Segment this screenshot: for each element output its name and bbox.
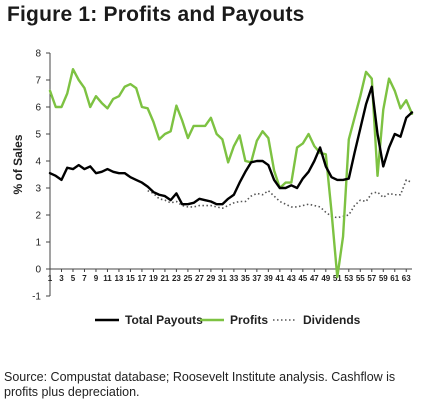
series-line-profits	[48, 68, 414, 279]
x-tick-label: 17	[137, 274, 146, 283]
x-tick-label: 7	[82, 274, 87, 283]
y-tick-label: 3	[35, 184, 41, 195]
series-line-dividends	[147, 179, 413, 219]
x-tick-label: 63	[402, 274, 411, 283]
series-line-total-payouts	[48, 85, 414, 206]
x-tick-label: 41	[275, 274, 284, 283]
y-tick-label: 0	[35, 265, 41, 276]
x-tick-label: 39	[264, 274, 273, 283]
legend: Total Payouts Profits Dividends	[95, 313, 361, 327]
y-tick-label: 8	[35, 49, 41, 60]
x-tick-label: 51	[333, 274, 342, 283]
legend-label: Profits	[230, 313, 268, 327]
x-tick-label: 47	[310, 274, 319, 283]
x-tick-label: 13	[114, 274, 123, 283]
x-tick-label: 61	[390, 274, 399, 283]
x-tick-label: 1	[48, 274, 53, 283]
y-tick-label: -1	[32, 292, 41, 303]
x-tick-label: 45	[298, 274, 307, 283]
y-tick-label: 5	[35, 130, 41, 141]
x-tick-label: 35	[241, 274, 250, 283]
x-tick-label: 23	[172, 274, 181, 283]
x-axis: 1 3 5 7 9 11 13 15 17 19 21 23 25 27 29 31 33 35 37 39 41 43 4…	[48, 268, 412, 283]
x-tick-label: 43	[287, 274, 296, 283]
legend-label: Total Payouts	[125, 313, 203, 327]
x-tick-label: 53	[344, 274, 353, 283]
x-tick-label: 57	[367, 274, 376, 283]
y-tick-label: 7	[35, 76, 41, 87]
x-tick-label: 3	[59, 274, 64, 283]
y-axis-label: % of Sales	[11, 134, 25, 194]
y-tick-label: 6	[35, 103, 41, 114]
legend-label: Dividends	[303, 313, 361, 327]
x-tick-label: 55	[356, 274, 365, 283]
x-tick-label: 9	[94, 274, 99, 283]
y-tick-label: 1	[35, 238, 41, 249]
x-tick-label: 15	[126, 274, 135, 283]
x-tick-label: 37	[252, 274, 261, 283]
x-tick-label: 31	[218, 274, 227, 283]
source-note: Source: Compustat database; Roosevelt In…	[4, 370, 396, 399]
x-tick-label: 5	[71, 274, 76, 283]
x-tick-label: 49	[321, 274, 330, 283]
x-tick-label: 25	[183, 274, 192, 283]
x-tick-label: 27	[195, 274, 204, 283]
series-lines	[48, 68, 414, 279]
x-tick-label: 11	[103, 274, 112, 283]
x-tick-label: 59	[379, 274, 388, 283]
x-tick-label: 19	[149, 274, 158, 283]
y-tick-label: 4	[35, 157, 41, 168]
chart-title: Figure 1: Profits and Payouts	[7, 3, 305, 26]
x-tick-label: 29	[206, 274, 215, 283]
y-tick-label: 2	[35, 211, 41, 222]
x-tick-label: 21	[160, 274, 169, 283]
x-tick-label: 33	[229, 274, 238, 283]
